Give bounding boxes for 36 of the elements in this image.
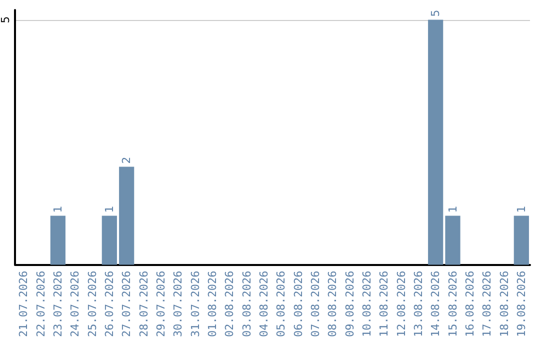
x-tick-label: 14.08.2026 bbox=[429, 270, 442, 338]
x-tick-label: 15.08.2026 bbox=[446, 270, 460, 338]
data-label: 5 bbox=[429, 10, 442, 17]
x-tick-label: 07.08.2026 bbox=[308, 270, 322, 338]
x-tick-label: 23.07.2026 bbox=[51, 270, 64, 338]
x-tick-label: 09.08.2026 bbox=[343, 270, 356, 338]
x-tick-label: 08.08.2026 bbox=[326, 270, 340, 338]
x-tick-label: 27.07.2026 bbox=[120, 270, 134, 338]
x-tick-label: 30.07.2026 bbox=[172, 270, 185, 338]
data-label: 1 bbox=[514, 206, 528, 213]
x-tick-label: 10.08.2026 bbox=[360, 270, 374, 338]
x-tick-label: 13.08.2026 bbox=[412, 270, 425, 338]
x-tick-label: 17.08.2026 bbox=[480, 270, 494, 338]
x-tick-label: 18.08.2026 bbox=[498, 270, 511, 338]
x-tick-label: 05.08.2026 bbox=[274, 270, 288, 338]
x-tick-label: 22.07.2026 bbox=[34, 270, 48, 338]
x-tick-label: 28.07.2026 bbox=[137, 270, 150, 338]
x-tick-label: 29.07.2026 bbox=[154, 270, 168, 338]
x-tick-label: 02.08.2026 bbox=[223, 270, 236, 338]
x-tick-label: 16.08.2026 bbox=[463, 270, 476, 338]
data-label: 1 bbox=[446, 206, 460, 213]
x-tick-label: 11.08.2026 bbox=[378, 270, 391, 338]
x-tick-label: 06.08.2026 bbox=[292, 270, 305, 338]
x-tick-label: 04.08.2026 bbox=[257, 270, 270, 338]
x-tick-label: 01.08.2026 bbox=[206, 270, 219, 338]
x-tick-label: 26.07.2026 bbox=[102, 270, 116, 338]
x-tick-label: 31.07.2026 bbox=[188, 270, 202, 338]
x-tick-label: 25.07.2026 bbox=[86, 270, 99, 338]
x-tick-label: 12.08.2026 bbox=[394, 270, 408, 338]
x-tick-label: 19.08.2026 bbox=[514, 270, 528, 338]
x-tick-label: 21.07.2026 bbox=[17, 270, 30, 338]
x-tick-label: 24.07.2026 bbox=[68, 270, 82, 338]
x-tick-label: 03.08.2026 bbox=[240, 270, 254, 338]
data-label: 1 bbox=[102, 206, 116, 213]
data-label: 2 bbox=[120, 156, 134, 164]
data-label: 1 bbox=[51, 206, 64, 213]
